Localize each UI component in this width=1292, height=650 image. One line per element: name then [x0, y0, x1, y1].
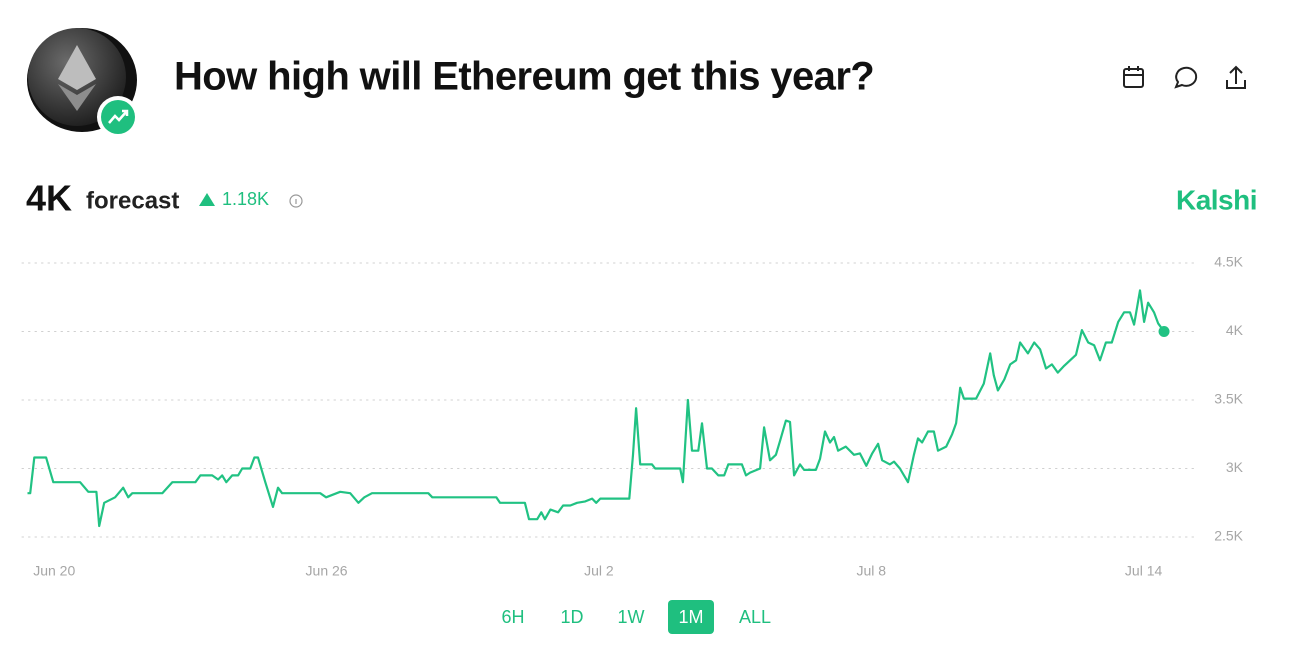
x-tick-label: Jun 26 [306, 563, 348, 579]
x-tick-label: Jul 14 [1125, 563, 1163, 579]
brand-logo: Kalshi [1176, 184, 1257, 215]
forecast-label: forecast [86, 187, 179, 214]
x-tick-label: Jul 2 [584, 563, 614, 579]
forecast-value: 4K [26, 178, 72, 219]
y-tick-label: 4K [1226, 322, 1244, 338]
up-arrow [199, 193, 215, 206]
price-line [27, 289, 1165, 528]
comment-button[interactable] [1174, 66, 1198, 89]
range-button-bg[interactable] [668, 600, 714, 634]
range-button[interactable]: 1M [678, 607, 703, 627]
y-tick-label: 3K [1226, 459, 1244, 475]
forecast-change: 1.18K [222, 189, 269, 209]
end-marker [1158, 326, 1170, 337]
share-button[interactable] [1226, 65, 1246, 89]
page-title: How high will Ethereum get this year? [174, 55, 874, 99]
x-tick-label: Jul 8 [856, 563, 886, 579]
range-button[interactable]: ALL [739, 607, 771, 627]
range-button[interactable]: 1D [560, 607, 583, 627]
y-tick-label: 2.5K [1214, 528, 1243, 544]
y-tick-label: 3.5K [1214, 391, 1243, 407]
range-button[interactable]: 6H [501, 607, 524, 627]
range-button[interactable]: 1W [618, 607, 645, 627]
y-tick-label: 4.5K [1214, 254, 1243, 270]
x-tick-label: Jun 20 [33, 563, 75, 579]
eth-icon [27, 28, 139, 138]
calendar-button[interactable] [1123, 66, 1144, 88]
range-selector: 6H 1D 1W 1M ALL [501, 600, 771, 634]
info-icon[interactable] [289, 194, 303, 208]
plot-area: 2.5K 3K 3.5K 4K 4.5K Jun 20 Jun 26 Jul 2 Jul 8 Ju… [21, 254, 1244, 579]
